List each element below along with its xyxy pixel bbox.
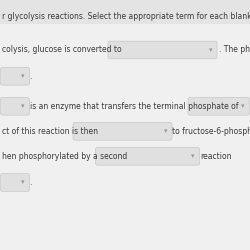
Text: ct of this reaction is then: ct of this reaction is then	[2, 127, 98, 136]
FancyBboxPatch shape	[96, 147, 200, 165]
Text: r glycolysis reactions. Select the appropriate term for each blank to comple: r glycolysis reactions. Select the appro…	[2, 12, 250, 21]
Text: ▾: ▾	[164, 128, 167, 134]
Text: . The ph: . The ph	[219, 46, 250, 54]
Text: .: .	[29, 72, 31, 81]
FancyBboxPatch shape	[188, 97, 250, 115]
FancyBboxPatch shape	[108, 41, 217, 59]
Text: is an enzyme that transfers the terminal phosphate of: is an enzyme that transfers the terminal…	[30, 102, 238, 111]
FancyBboxPatch shape	[0, 0, 250, 24]
Text: ▾: ▾	[21, 180, 25, 186]
Text: ▾: ▾	[241, 103, 245, 109]
Text: reaction: reaction	[200, 152, 232, 161]
FancyBboxPatch shape	[0, 174, 29, 192]
Text: ▾: ▾	[21, 73, 25, 79]
Text: colysis, glucose is converted to: colysis, glucose is converted to	[2, 46, 122, 54]
Text: hen phosphorylated by a second: hen phosphorylated by a second	[2, 152, 128, 161]
Text: to fructose-6-phosphate.: to fructose-6-phosphate.	[172, 127, 250, 136]
Text: .: .	[29, 178, 31, 187]
FancyBboxPatch shape	[0, 97, 29, 115]
Text: ▾: ▾	[191, 153, 195, 159]
FancyBboxPatch shape	[0, 68, 29, 85]
FancyBboxPatch shape	[73, 122, 172, 140]
Text: ▾: ▾	[209, 47, 212, 53]
Text: ▾: ▾	[21, 103, 25, 109]
